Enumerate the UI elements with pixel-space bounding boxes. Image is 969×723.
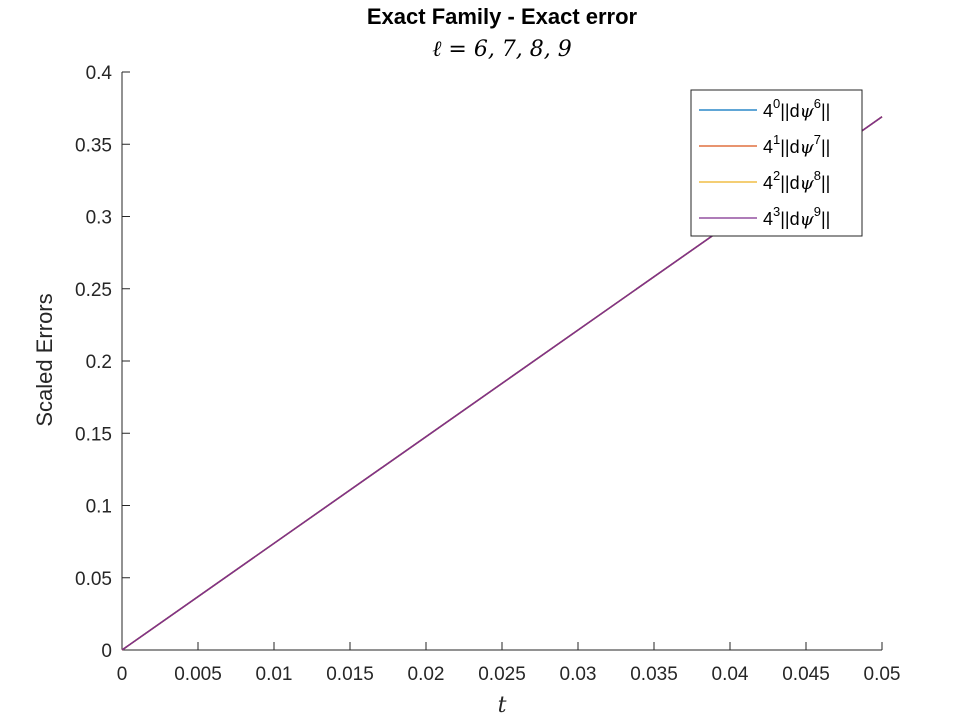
y-tick-label: 0.3 xyxy=(86,208,112,229)
y-tick-label: 0.1 xyxy=(86,497,112,518)
chart-subtitle: ℓ = 6, 7, 8, 9 xyxy=(432,37,572,62)
x-tick-label: 0.01 xyxy=(256,664,293,685)
y-tick-label: 0.25 xyxy=(75,280,112,301)
legend: 40||dψ6|| 41||dψ7|| 42||dψ8|| 43||dψ9|| xyxy=(690,89,863,237)
y-tick-label: 0.4 xyxy=(86,63,113,84)
axes: 0 0.005 0.01 0.015 0.02 0.025 0.03 0.035 0.04 0.0… xyxy=(75,63,900,685)
x-tick-label: 0.05 xyxy=(864,664,901,685)
x-tick-label: 0.025 xyxy=(478,664,526,685)
x-tick-label: 0.015 xyxy=(326,664,374,685)
y-tick-label: 0.15 xyxy=(75,424,112,445)
x-tick-label: 0.03 xyxy=(560,664,597,685)
x-tick-label: 0.04 xyxy=(712,664,749,685)
legend-box xyxy=(690,89,863,237)
chart-title: Exact Family - Exact error xyxy=(367,4,638,29)
legend-entry: 41||dψ7|| xyxy=(763,132,830,158)
x-tick-label: 0.02 xyxy=(408,664,445,685)
x-tick-label: 0.035 xyxy=(630,664,678,685)
x-axis-label: t xyxy=(498,693,507,718)
legend-entry: 42||dψ8|| xyxy=(763,168,830,194)
y-tick-label: 0.05 xyxy=(75,569,112,590)
y-tick-label: 0.35 xyxy=(75,135,112,156)
y-tick-label: 0 xyxy=(101,641,112,662)
x-tick-label: 0.045 xyxy=(782,664,830,685)
x-tick-label: 0.005 xyxy=(174,664,222,685)
legend-entry: 40||dψ6|| xyxy=(763,96,830,122)
y-axis-label: Scaled Errors xyxy=(32,293,57,426)
x-tick-label: 0 xyxy=(117,664,128,685)
y-tick-label: 0.2 xyxy=(86,352,112,373)
legend-entry: 43||dψ9|| xyxy=(763,204,830,230)
